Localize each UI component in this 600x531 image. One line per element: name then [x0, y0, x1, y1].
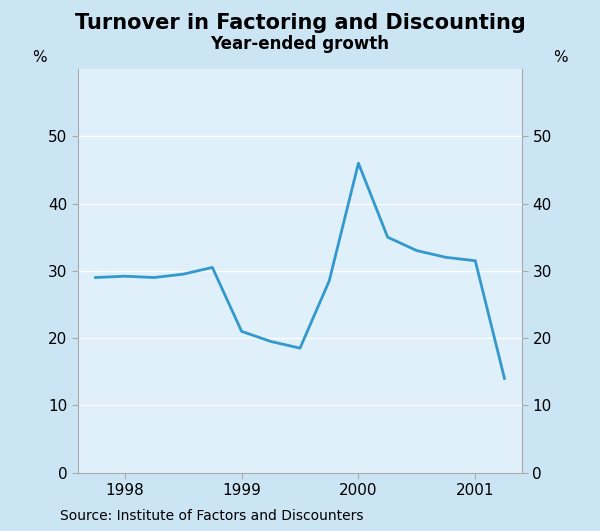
- Text: %: %: [553, 50, 568, 65]
- Text: Source: Institute of Factors and Discounters: Source: Institute of Factors and Discoun…: [60, 509, 364, 523]
- Text: %: %: [32, 50, 47, 65]
- Text: Year-ended growth: Year-ended growth: [211, 35, 389, 53]
- Text: Turnover in Factoring and Discounting: Turnover in Factoring and Discounting: [74, 13, 526, 33]
